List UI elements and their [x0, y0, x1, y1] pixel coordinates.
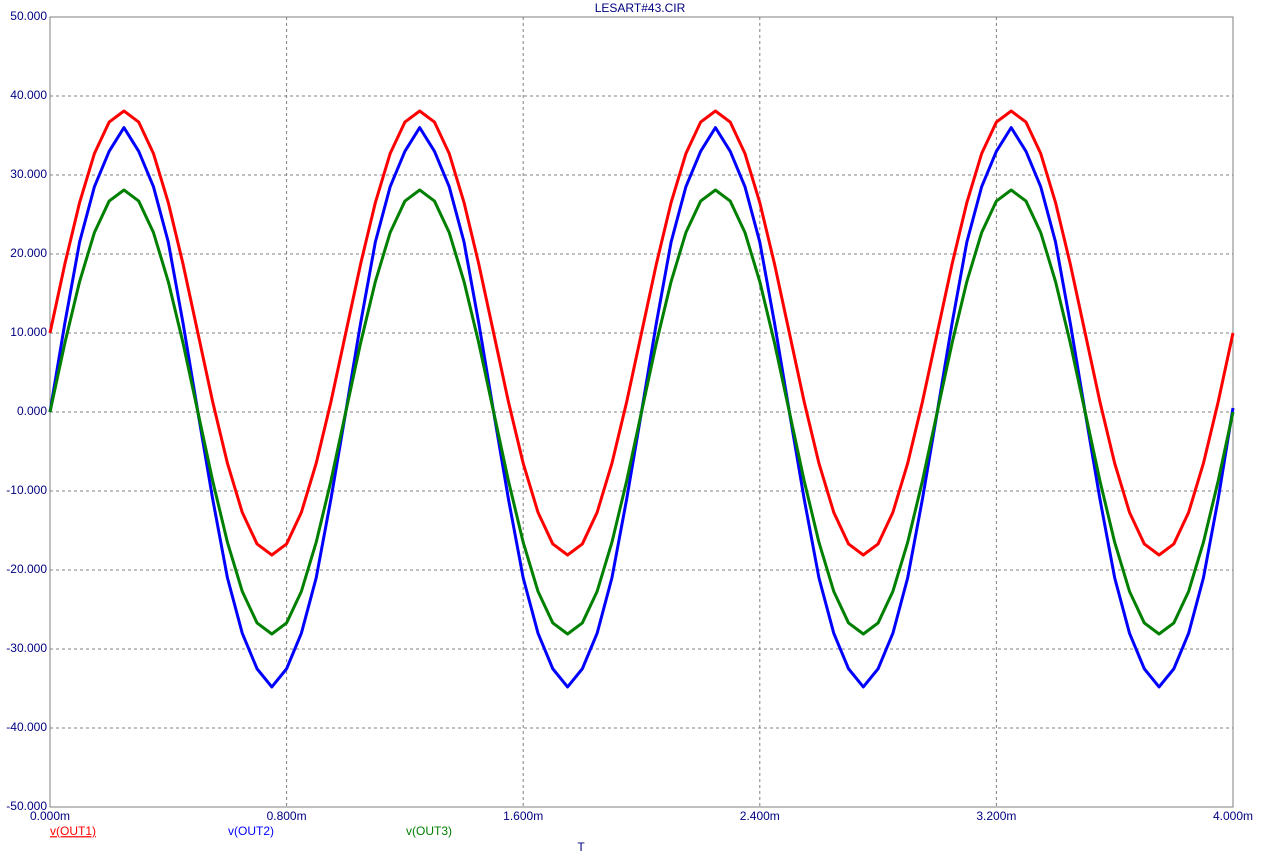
- x-tick-label: 3.200m: [976, 809, 1016, 823]
- x-tick-label: 2.400m: [740, 809, 780, 823]
- y-tick-label: 0.000: [17, 404, 47, 418]
- y-tick-label: -10.000: [6, 483, 47, 497]
- legend-entry: v(OUT1): [50, 824, 96, 838]
- series-line: [48, 188, 1235, 636]
- series-line: [48, 109, 1235, 557]
- y-tick-label: 30.000: [10, 167, 47, 181]
- y-tick-label: 20.000: [10, 246, 47, 260]
- y-tick-label: -20.000: [6, 562, 47, 576]
- x-axis-label: T: [577, 840, 585, 854]
- x-tick-label: 0.000m: [30, 809, 70, 823]
- x-tick-label: 4.000m: [1213, 809, 1253, 823]
- y-tick-label: -40.000: [6, 720, 47, 734]
- x-tick-label: 0.800m: [267, 809, 307, 823]
- y-tick-label: -50.000: [6, 799, 47, 813]
- chart-title: LESART#43.CIR: [595, 1, 686, 15]
- y-tick-label: 50.000: [10, 9, 47, 23]
- x-tick-label: 1.600m: [503, 809, 543, 823]
- legend-entry: v(OUT3): [406, 824, 452, 838]
- y-tick-label: -30.000: [6, 641, 47, 655]
- y-tick-label: 10.000: [10, 325, 47, 339]
- legend-entry: v(OUT2): [228, 824, 274, 838]
- y-tick-label: 40.000: [10, 88, 47, 102]
